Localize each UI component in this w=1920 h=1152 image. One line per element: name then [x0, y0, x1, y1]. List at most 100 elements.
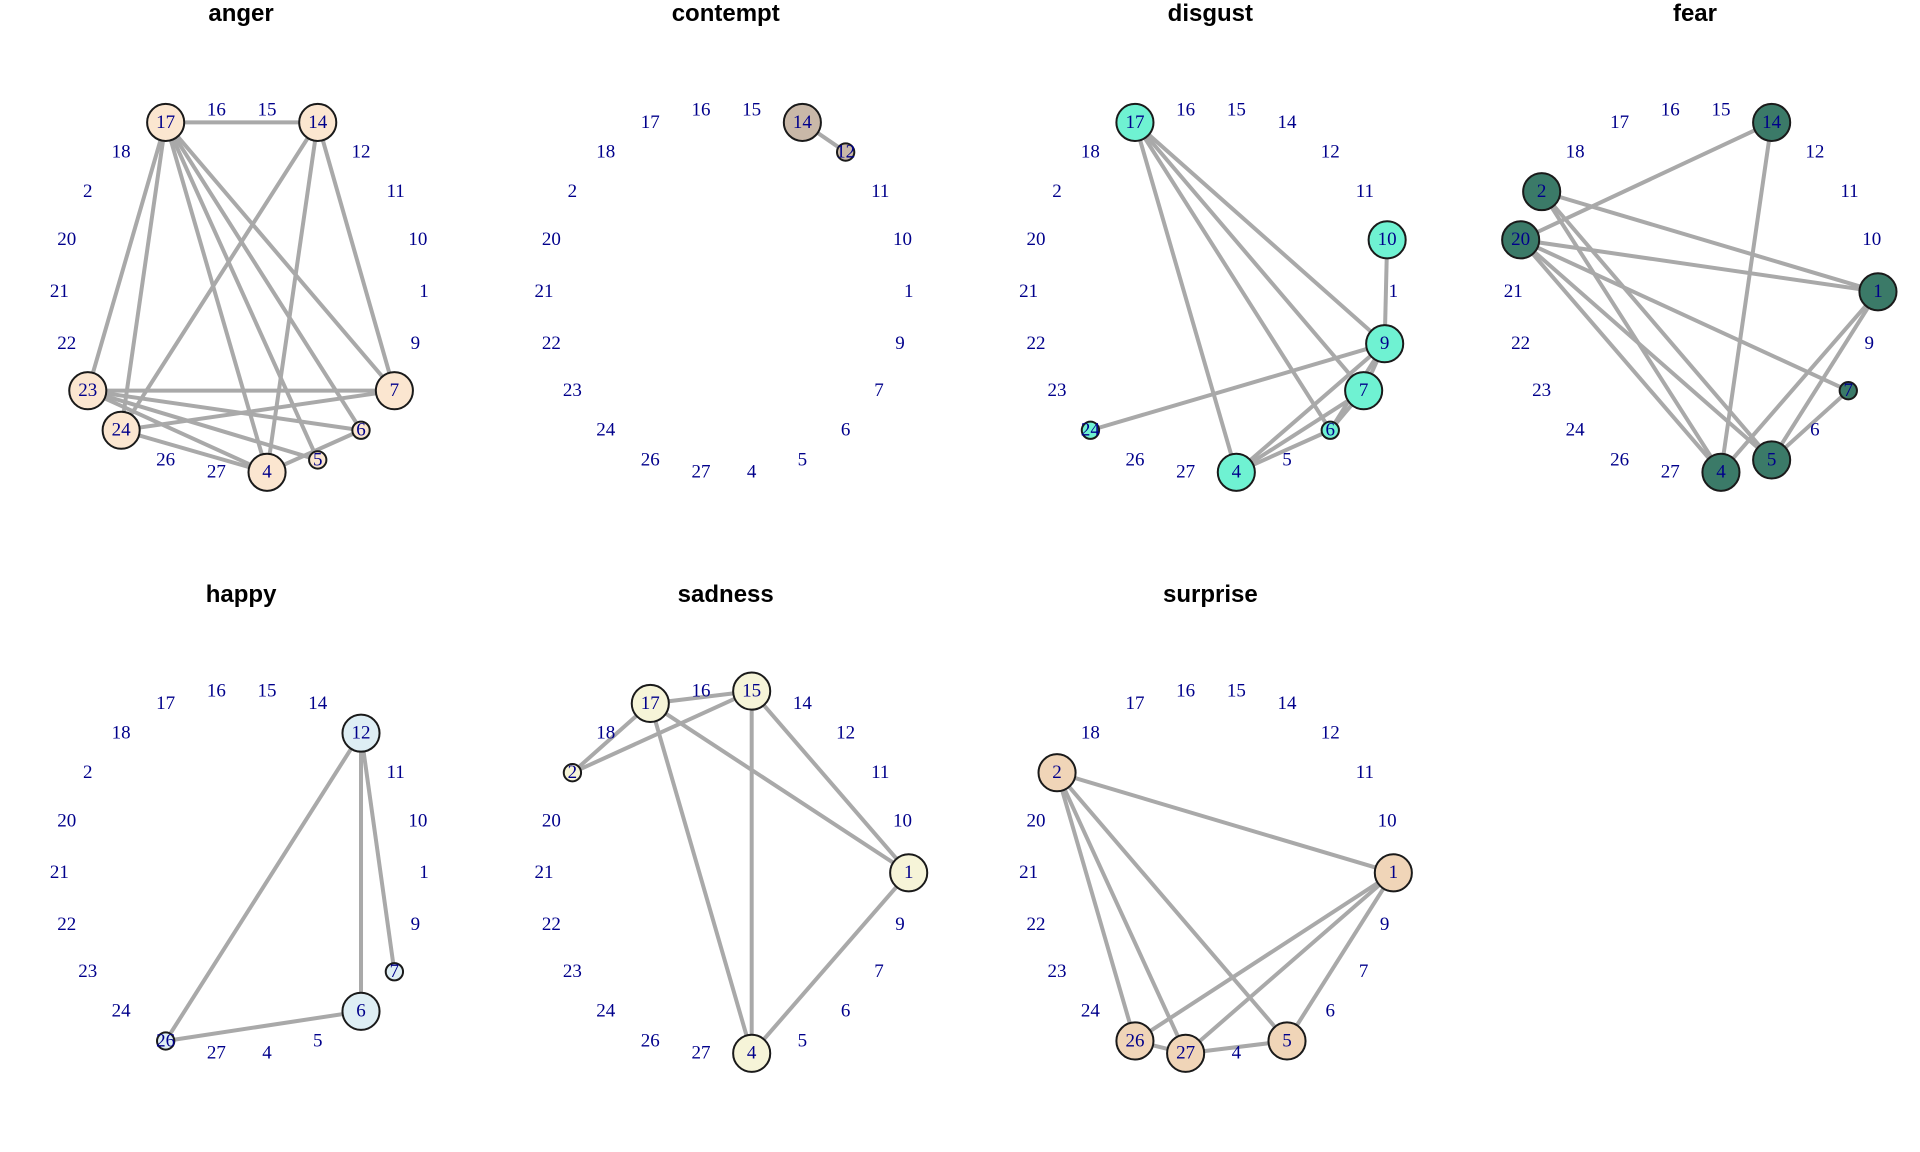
- node-4-label: 4: [1232, 1043, 1242, 1064]
- node-27-label: 27: [1176, 462, 1195, 483]
- edge-1-5: [1769, 290, 1880, 461]
- node-4-circle: [247, 452, 287, 492]
- node-5-circle: [308, 450, 328, 470]
- node-4-label: 4: [262, 1043, 272, 1064]
- panel-fear: fear 1 10 11 12 14 15 16 17 18 2 20 21 22 23 24 26 27 4 5 6 7…: [1501, 0, 1898, 492]
- edge-2-1: [1541, 189, 1879, 294]
- node-6-label: 6: [1326, 420, 1336, 441]
- node-24-circle: [1080, 420, 1101, 440]
- node-9-circle: [1365, 324, 1405, 364]
- node-6-label: 6: [841, 420, 851, 441]
- node-11-label: 11: [871, 181, 889, 202]
- edge-14-7: [315, 121, 397, 392]
- edge-24-7: [120, 388, 395, 433]
- edge-17-6: [163, 121, 363, 432]
- node-2-circle: [1522, 172, 1562, 212]
- node-9-label: 9: [895, 914, 905, 935]
- edge-20-4: [1519, 238, 1723, 474]
- node-24-label: 24: [1081, 420, 1101, 441]
- node-23-label: 23: [78, 961, 97, 982]
- node-20-circle: [1501, 220, 1541, 260]
- node-24-label: 24: [1081, 1001, 1101, 1022]
- node-22-label: 22: [542, 333, 561, 354]
- node-17-label: 17: [156, 112, 175, 133]
- panel-anger: anger 1 10 11 12 14 15 16 17 18 2 20 21 22 23 24 26 27 4 5 6…: [50, 0, 429, 492]
- node-2-label: 2: [1052, 762, 1062, 783]
- node-4-label: 4: [747, 462, 757, 483]
- node-1-label: 1: [904, 281, 914, 302]
- node-6-circle: [341, 991, 381, 1031]
- node-26-label: 26: [156, 1030, 175, 1051]
- edge-1-26: [1133, 871, 1395, 1043]
- node-20-label: 20: [542, 810, 561, 831]
- node-2-label: 2: [1052, 181, 1062, 202]
- node-27-label: 27: [691, 1043, 710, 1064]
- node-2-label: 2: [568, 762, 578, 783]
- node-12-label: 12: [1321, 141, 1340, 162]
- edge-7-4: [1235, 388, 1365, 474]
- node-5-label: 5: [313, 449, 323, 470]
- edge-1-27: [1184, 871, 1395, 1055]
- node-16-label: 16: [207, 99, 226, 120]
- node-27-label: 27: [1661, 462, 1680, 483]
- node-5-label: 5: [798, 449, 808, 470]
- edge-9-24: [1089, 341, 1386, 433]
- panel-title: disgust: [1168, 0, 1253, 27]
- node-27-label: 27: [207, 462, 226, 483]
- node-26-label: 26: [641, 1030, 660, 1051]
- node-27-circle: [1166, 1033, 1206, 1073]
- node-24-label: 24: [112, 1001, 132, 1022]
- node-5-circle: [1752, 440, 1792, 480]
- edge-23-5: [87, 388, 319, 462]
- node-7-label: 7: [1359, 961, 1369, 982]
- node-4-label: 4: [747, 1043, 757, 1064]
- node-16-label: 16: [691, 99, 710, 120]
- node-6-label: 6: [1326, 1001, 1336, 1022]
- node-6-label: 6: [356, 1001, 366, 1022]
- node-17-circle: [146, 102, 186, 142]
- node-20-label: 20: [57, 229, 76, 250]
- edge-17-24: [119, 122, 168, 431]
- node-18-label: 18: [112, 722, 131, 743]
- edge-17-6: [1133, 121, 1332, 432]
- node-7-circle: [1838, 381, 1858, 401]
- node-2-circle: [562, 763, 583, 783]
- node-10-label: 10: [1862, 229, 1881, 250]
- node-20-label: 20: [1027, 810, 1046, 831]
- node-22-label: 22: [1027, 914, 1046, 935]
- node-1-label: 1: [904, 862, 914, 883]
- node-26-circle: [156, 1031, 176, 1051]
- node-27-label: 27: [207, 1043, 226, 1064]
- node-15-label: 15: [1227, 680, 1246, 701]
- panel-title: anger: [208, 0, 273, 27]
- node-1-label: 1: [419, 281, 429, 302]
- node-27-label: 27: [1176, 1043, 1195, 1064]
- node-24-label: 24: [1566, 420, 1586, 441]
- node-5-label: 5: [313, 1030, 323, 1051]
- edge-23-6: [87, 388, 362, 433]
- node-26-label: 26: [156, 449, 175, 470]
- edge-2-26: [1055, 772, 1137, 1042]
- node-10-label: 10: [1378, 810, 1397, 831]
- node-12-label: 12: [1805, 141, 1824, 162]
- node-4-label: 4: [262, 462, 272, 483]
- node-21-label: 21: [534, 281, 553, 302]
- edge-17-7: [164, 121, 396, 392]
- edge-2-27: [1055, 771, 1188, 1055]
- node-23-label: 23: [1048, 961, 1067, 982]
- node-12-circle: [835, 142, 856, 162]
- node-17-label: 17: [641, 693, 660, 714]
- node-22-label: 22: [1027, 333, 1046, 354]
- node-6-circle: [351, 420, 371, 440]
- node-2-label: 2: [83, 181, 93, 202]
- node-22-label: 22: [57, 914, 76, 935]
- node-9-label: 9: [411, 333, 421, 354]
- node-10-label: 10: [408, 810, 427, 831]
- node-7-circle: [374, 371, 414, 411]
- node-11-label: 11: [1356, 762, 1374, 783]
- node-7-circle: [384, 962, 405, 982]
- node-16-label: 16: [207, 680, 226, 701]
- node-15-label: 15: [742, 680, 761, 701]
- node-23-label: 23: [78, 380, 97, 401]
- panel-contempt: contempt 1 10 11 12 14 15 16 17 18 2 20 21 22 23 24 26 27…: [534, 0, 913, 482]
